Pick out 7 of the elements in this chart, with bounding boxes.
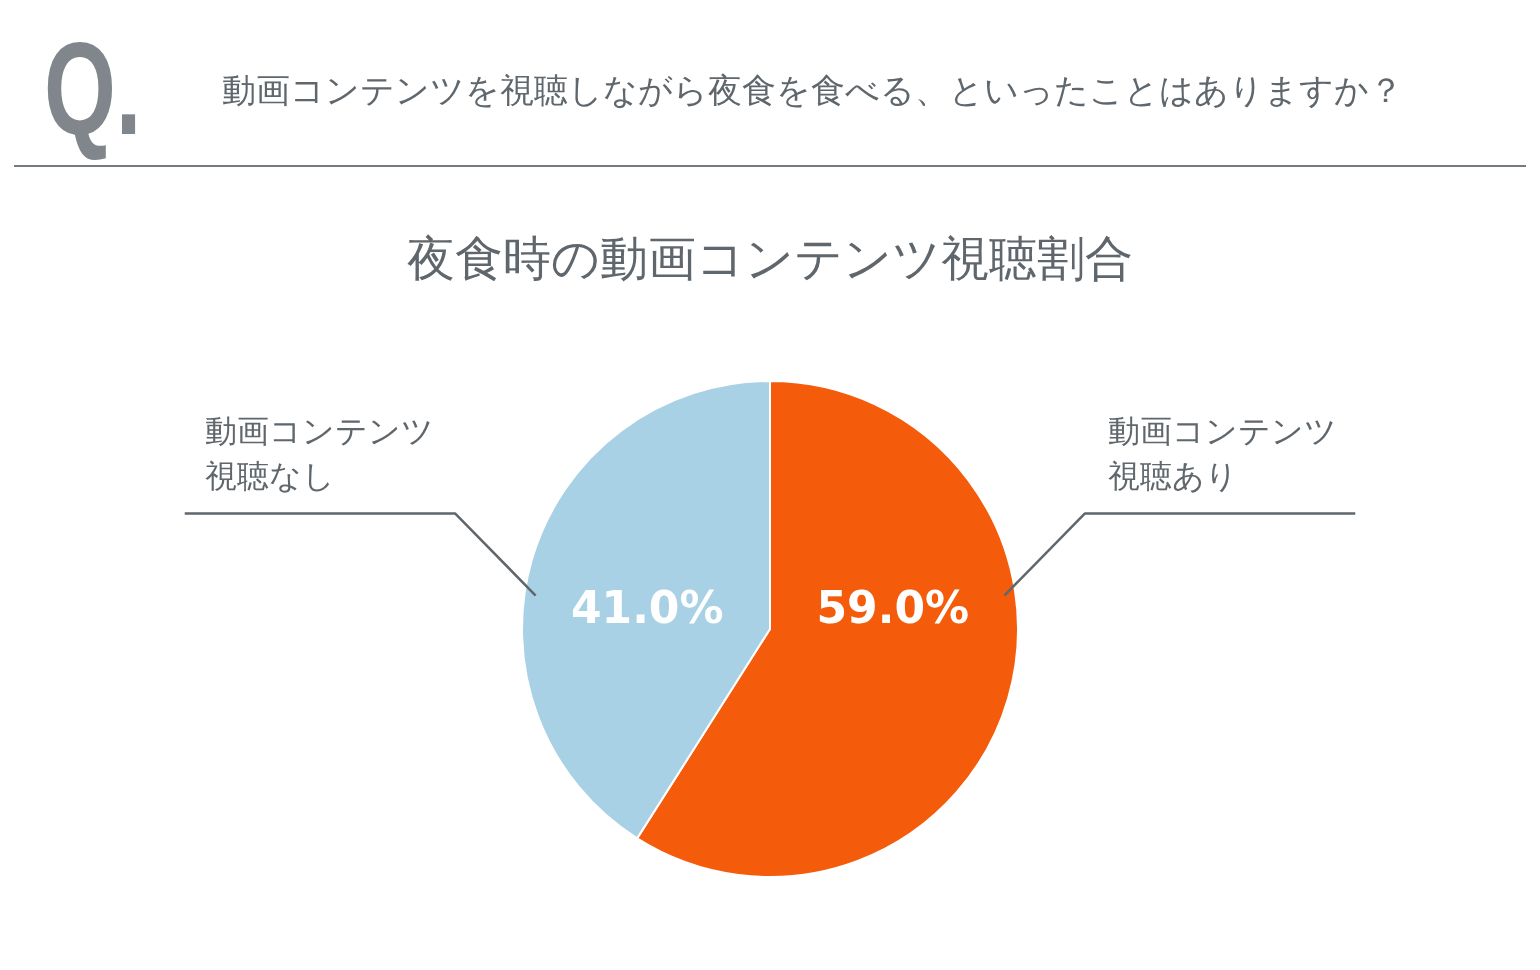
slice-label: 動画コンテンツ視聴あり <box>1107 411 1337 495</box>
chart-title: 夜食時の動画コンテンツ視聴割合 <box>406 229 1134 288</box>
slice-label: 動画コンテンツ視聴なし <box>204 411 434 495</box>
text: Q. <box>44 14 142 164</box>
text: 動画コンテンツを視聴しながら夜食を食べる、といったことはありますか？ <box>222 69 1403 112</box>
data-label: 59.0% <box>816 582 970 634</box>
data-label: 41.0% <box>570 582 724 634</box>
